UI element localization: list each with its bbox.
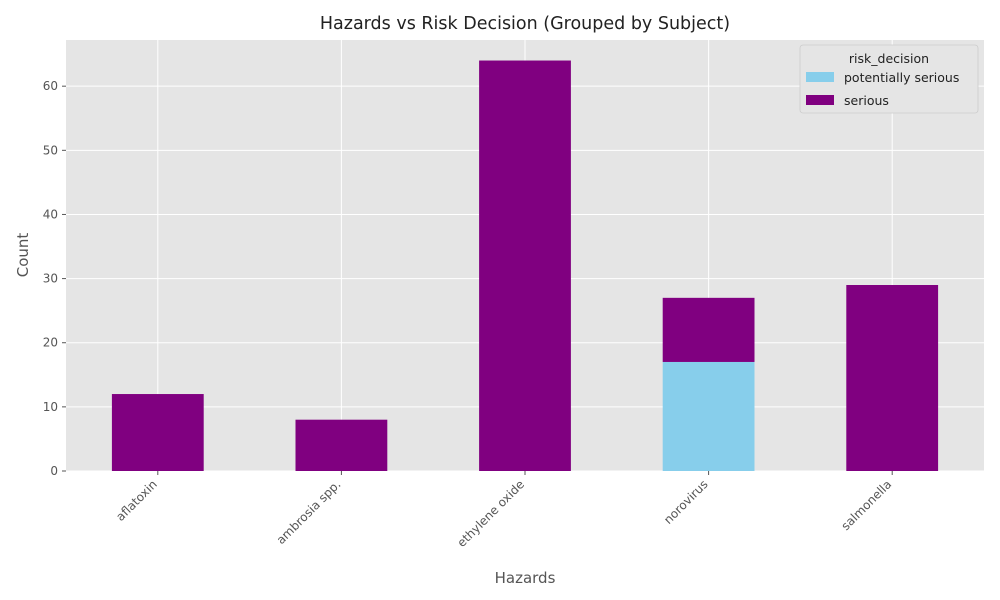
legend-swatch-potentially-serious xyxy=(806,72,834,82)
y-tick-label: 40 xyxy=(43,207,58,221)
y-tick-label: 0 xyxy=(50,464,58,478)
bar-serious-ambrosia-spp- xyxy=(295,419,388,471)
x-tick-label: norovirus xyxy=(661,477,711,527)
bar-serious-aflatoxin xyxy=(111,394,204,471)
y-axis-title: Count xyxy=(14,233,32,278)
bar-serious-ethylene-oxide xyxy=(479,60,571,472)
y-tick-label: 50 xyxy=(43,143,58,157)
y-tick-label: 30 xyxy=(43,272,58,286)
chart-title: Hazards vs Risk Decision (Grouped by Sub… xyxy=(320,14,730,34)
legend-title: risk_decision xyxy=(849,51,929,66)
legend-swatch-serious xyxy=(806,95,834,105)
x-axis-ticks: aflatoxin ambrosia spp. ethylene oxide noro… xyxy=(113,471,894,550)
x-axis-title: Hazards xyxy=(495,569,556,587)
x-tick-label: aflatoxin xyxy=(113,477,160,524)
bars xyxy=(111,60,939,472)
x-tick-label: salmonella xyxy=(838,477,894,533)
x-tick-label: ambrosia spp. xyxy=(274,477,344,547)
legend: risk_decision potentially serious seriou… xyxy=(799,44,979,114)
y-tick-label: 20 xyxy=(43,336,58,350)
legend-label-potentially-serious: potentially serious xyxy=(844,70,959,85)
y-tick-label: 60 xyxy=(43,79,58,93)
y-tick-label: 10 xyxy=(43,400,58,414)
legend-box xyxy=(799,44,979,114)
legend-label-serious: serious xyxy=(844,93,889,108)
y-axis-ticks: 0 10 20 30 40 50 60 xyxy=(43,79,66,478)
x-tick-label: ethylene oxide xyxy=(454,477,527,550)
bar-serious-norovirus xyxy=(662,297,755,362)
bar-serious-salmonella xyxy=(846,285,939,471)
bar-potentially-serious-norovirus xyxy=(662,361,755,471)
